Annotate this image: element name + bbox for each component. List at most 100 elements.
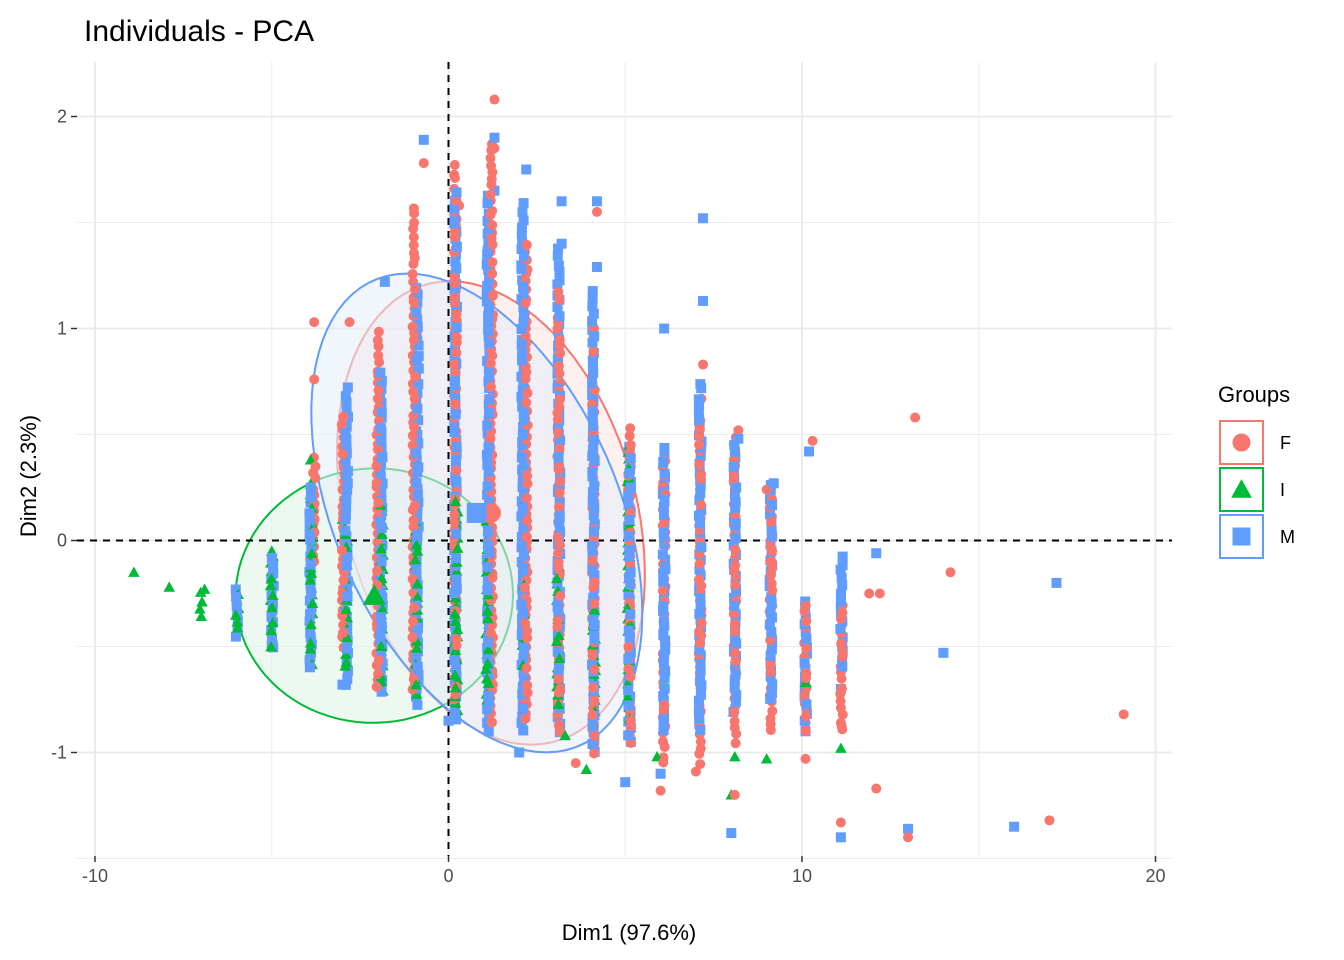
point-M	[658, 657, 669, 668]
point-M	[766, 627, 777, 638]
point-M	[588, 421, 599, 432]
point-M	[375, 516, 386, 527]
point-M	[484, 368, 495, 379]
point-F	[765, 635, 776, 646]
point-F	[520, 618, 531, 629]
point-M	[658, 501, 669, 512]
point-I	[375, 542, 388, 554]
point-M	[449, 218, 460, 229]
point-M	[305, 632, 316, 643]
point-F	[487, 239, 498, 250]
point-F	[766, 578, 777, 589]
point-F	[338, 411, 349, 422]
point-M	[624, 551, 635, 562]
point-F	[485, 358, 496, 369]
point-F	[864, 588, 875, 599]
point-F	[765, 719, 776, 730]
point-F	[522, 478, 533, 489]
point-F	[589, 748, 600, 759]
point-F	[373, 341, 384, 352]
point-M	[517, 607, 528, 618]
point-F	[945, 567, 956, 578]
point-M	[659, 494, 670, 505]
point-I	[482, 612, 494, 624]
point-M	[731, 690, 742, 701]
point-F	[371, 477, 382, 488]
point-F	[485, 153, 496, 164]
point-I	[231, 622, 244, 633]
point-F	[450, 367, 461, 378]
point-F	[552, 414, 563, 425]
point-F	[554, 295, 565, 306]
point-I	[341, 631, 353, 643]
point-I	[410, 679, 422, 690]
point-F	[553, 674, 564, 685]
point-F	[485, 628, 496, 639]
point-I	[304, 454, 317, 465]
point-F	[407, 632, 418, 643]
point-M	[377, 478, 388, 489]
point-F	[555, 476, 566, 487]
point-I	[198, 583, 211, 594]
point-M	[516, 339, 527, 350]
point-M	[449, 380, 460, 391]
point-M	[483, 526, 494, 537]
point-F	[801, 616, 812, 627]
point-F	[449, 517, 460, 528]
point-M	[694, 564, 705, 575]
point-M	[517, 385, 528, 396]
point-F	[449, 359, 460, 370]
point-M	[587, 337, 598, 348]
point-F	[521, 492, 532, 503]
point-F	[553, 548, 564, 559]
point-I	[480, 663, 492, 675]
point-M	[765, 487, 776, 498]
point-F	[485, 189, 496, 200]
point-M	[484, 273, 495, 284]
point-F	[522, 625, 533, 636]
point-F	[767, 546, 778, 557]
point-M	[375, 367, 386, 378]
point-M	[660, 635, 671, 646]
point-M	[266, 634, 277, 645]
point-I	[551, 635, 563, 646]
point-F	[486, 717, 497, 728]
point-M	[482, 562, 493, 573]
point-M	[412, 488, 423, 499]
point-M	[481, 450, 492, 461]
point-F	[589, 730, 600, 741]
point-M	[340, 391, 351, 402]
point-M	[554, 275, 565, 286]
point-M	[587, 659, 598, 670]
point-M	[340, 525, 351, 536]
point-F	[554, 540, 565, 551]
point-M	[553, 260, 564, 271]
point-M	[481, 296, 492, 307]
point-I	[266, 601, 278, 613]
point-M	[587, 545, 598, 556]
point-F	[554, 401, 565, 412]
point-M	[835, 832, 846, 843]
point-M	[518, 310, 529, 321]
point-M	[413, 379, 424, 390]
point-F	[373, 669, 384, 680]
point-M	[767, 531, 778, 542]
point-M	[342, 591, 353, 602]
point-M	[518, 414, 529, 425]
point-M	[514, 747, 525, 758]
point-M	[376, 434, 387, 445]
point-F	[373, 655, 384, 666]
point-M	[588, 592, 599, 603]
point-M	[555, 526, 566, 537]
point-M	[517, 237, 528, 248]
point-F	[799, 690, 810, 701]
point-I	[760, 753, 773, 764]
point-M	[266, 552, 277, 563]
point-F	[553, 561, 564, 572]
point-M	[698, 213, 709, 224]
point-F	[694, 638, 705, 649]
point-M	[554, 311, 565, 322]
point-I	[411, 578, 424, 589]
point-F	[837, 607, 848, 618]
point-M	[587, 412, 598, 423]
